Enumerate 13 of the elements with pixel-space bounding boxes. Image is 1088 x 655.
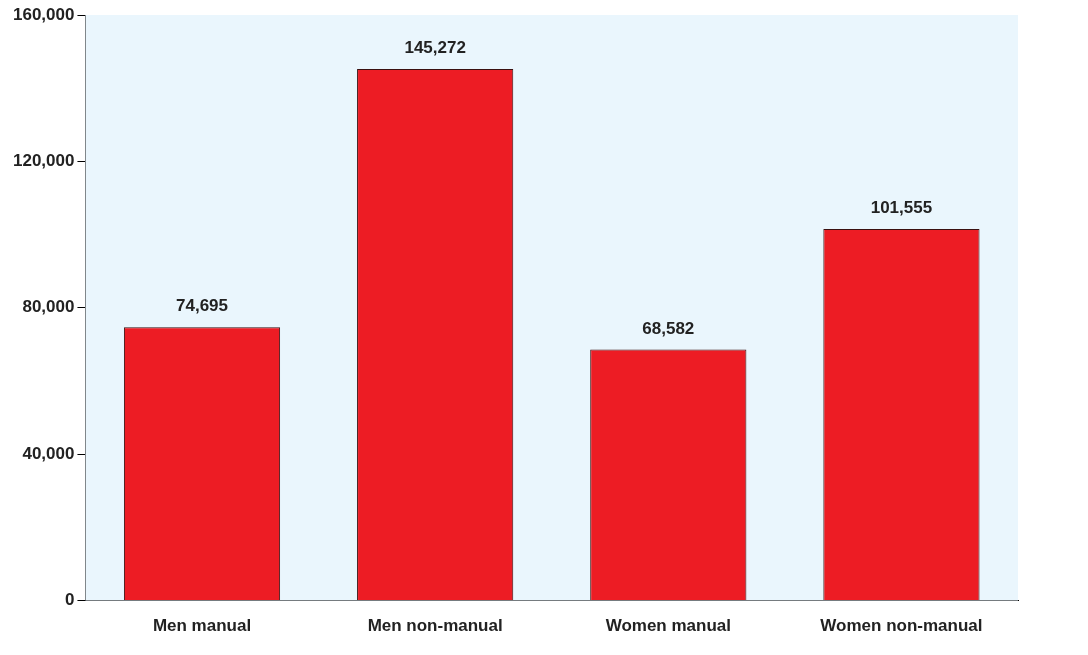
data-label: 145,272 (404, 38, 466, 58)
x-tick-label: Men non-manual (367, 616, 503, 636)
data-label: 74,695 (176, 296, 229, 316)
x-tick-label: Men manual (152, 616, 252, 636)
y-tick-label: 80,000 (22, 297, 75, 317)
data-label: 101,555 (870, 198, 933, 218)
x-tick-label: Women manual (605, 616, 731, 636)
y-tick-label: 120,000 (13, 151, 75, 171)
y-tick-label: 0 (64, 590, 75, 610)
x-tick-label: Women non-manual (820, 616, 983, 636)
y-tick-label: 160,000 (13, 4, 75, 24)
y-tick-label: 40,000 (22, 443, 75, 463)
data-label: 68,582 (642, 318, 695, 338)
